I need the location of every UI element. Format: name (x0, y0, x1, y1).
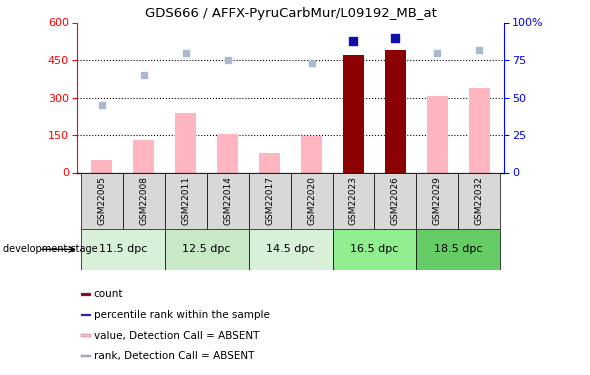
Bar (301, 135, 322, 172)
Bar (385, 50, 406, 172)
Bar (81, 229, 165, 270)
Text: GSM22005: GSM22005 (97, 176, 106, 225)
Bar (469, 87, 490, 172)
Text: 11.5 dpc: 11.5 dpc (99, 244, 147, 254)
Bar (81, 172, 123, 229)
Text: development stage: development stage (3, 244, 97, 254)
Bar (427, 96, 448, 172)
Bar (175, 112, 196, 172)
Text: GSM22023: GSM22023 (349, 176, 358, 225)
Bar (81, 355, 91, 357)
Text: GSM22032: GSM22032 (475, 176, 484, 225)
Bar (165, 172, 206, 229)
Point (474, 46, 484, 53)
Bar (259, 153, 280, 173)
Text: percentile rank within the sample: percentile rank within the sample (94, 310, 270, 320)
Bar (417, 172, 458, 229)
Bar (343, 55, 364, 172)
Bar (81, 334, 91, 337)
Bar (133, 140, 154, 172)
Bar (165, 229, 248, 270)
Point (181, 50, 191, 55)
Text: 14.5 dpc: 14.5 dpc (266, 244, 315, 254)
Bar (333, 229, 417, 270)
Point (139, 72, 149, 78)
Bar (248, 172, 291, 229)
Point (223, 57, 232, 63)
Text: rank, Detection Call = ABSENT: rank, Detection Call = ABSENT (94, 351, 254, 361)
Title: GDS666 / AFFX-PyruCarbMur/L09192_MB_at: GDS666 / AFFX-PyruCarbMur/L09192_MB_at (145, 7, 437, 20)
Text: GSM22020: GSM22020 (307, 176, 316, 225)
Text: 18.5 dpc: 18.5 dpc (434, 244, 483, 254)
Bar (333, 172, 375, 229)
Text: GSM22026: GSM22026 (391, 176, 400, 225)
Bar (81, 293, 91, 296)
Text: GSM22029: GSM22029 (433, 176, 442, 225)
Text: 16.5 dpc: 16.5 dpc (350, 244, 399, 254)
Bar (417, 229, 500, 270)
Bar (458, 172, 500, 229)
Point (307, 60, 316, 66)
Bar (375, 172, 417, 229)
Bar (123, 172, 165, 229)
Point (349, 38, 358, 44)
Point (391, 34, 400, 40)
Bar (248, 229, 333, 270)
Bar (206, 172, 248, 229)
Text: GSM22017: GSM22017 (265, 176, 274, 225)
Text: GSM22008: GSM22008 (139, 176, 148, 225)
Text: value, Detection Call = ABSENT: value, Detection Call = ABSENT (94, 331, 259, 340)
Text: GSM22014: GSM22014 (223, 176, 232, 225)
Point (432, 50, 442, 55)
Text: GSM22011: GSM22011 (181, 176, 190, 225)
Point (97, 102, 107, 108)
Text: count: count (94, 290, 123, 299)
Bar (81, 314, 91, 316)
Text: 12.5 dpc: 12.5 dpc (182, 244, 231, 254)
Bar (217, 134, 238, 172)
Bar (291, 172, 333, 229)
Bar (91, 160, 112, 172)
